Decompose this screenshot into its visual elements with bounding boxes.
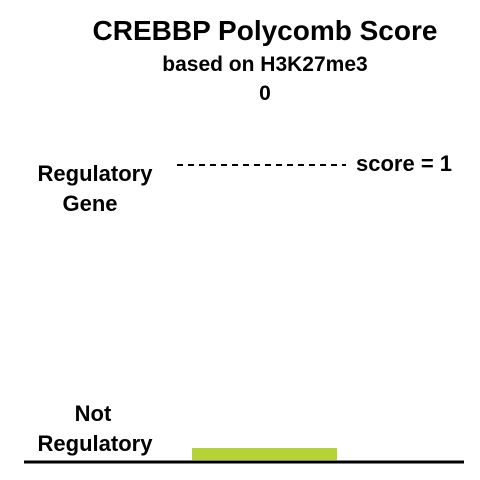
y-axis-top-label-line2: Gene [62, 191, 117, 216]
y-axis-bottom-label-line1: Not [75, 401, 112, 426]
score-value-label: 0 [259, 82, 271, 105]
bar-crebbp [192, 448, 337, 460]
chart-subtitle: based on H3K27me3 [162, 53, 367, 76]
chart-title: CREBBP Polycomb Score [93, 15, 438, 46]
reference-line-label: score = 1 [356, 151, 452, 176]
bar-series [192, 448, 337, 460]
y-axis-bottom-label-line2: Regulatory [38, 431, 154, 456]
y-axis-top-label-line1: Regulatory [38, 161, 154, 186]
